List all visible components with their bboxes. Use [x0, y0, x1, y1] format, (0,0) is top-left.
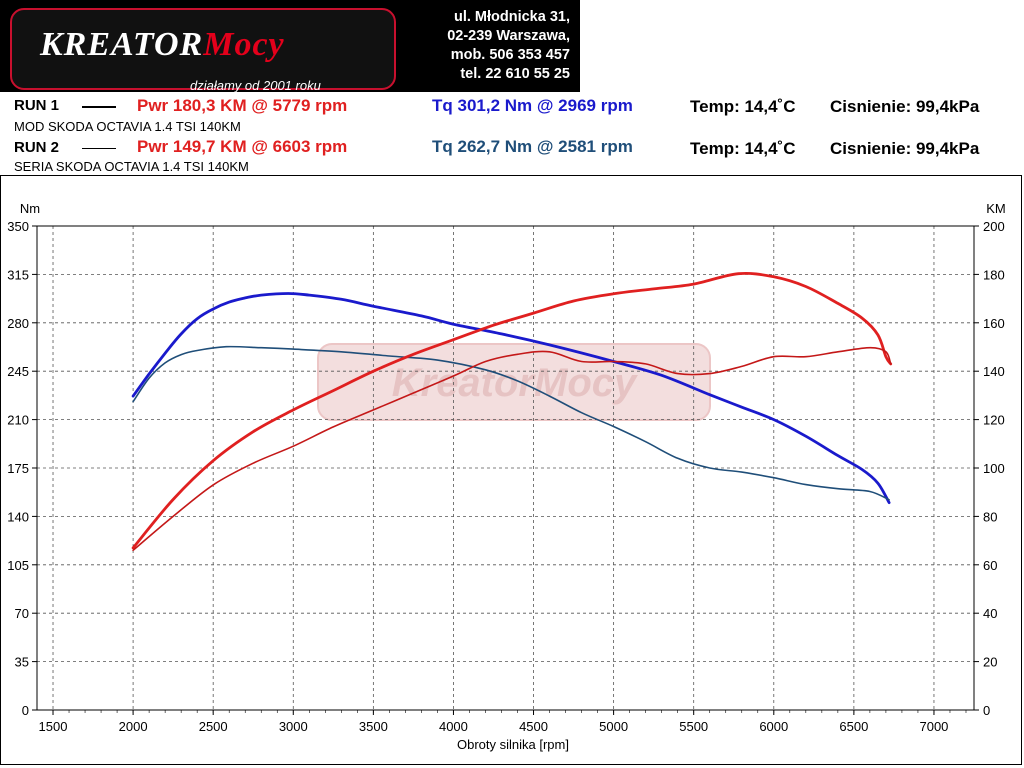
x-tick-label: 2000	[119, 719, 148, 734]
address-line: 02-239 Warszawa,	[447, 28, 570, 44]
company-address: ul. Młodnicka 31, 02-239 Warszawa, mob. …	[410, 8, 570, 84]
address-line: tel. 22 610 55 25	[460, 66, 570, 82]
y-left-tick-label: 105	[7, 558, 29, 573]
address-line: mob. 506 353 457	[450, 47, 570, 63]
y-left-axis-label: Nm	[20, 201, 40, 216]
run1-pressure: Cisnienie: 99,4kPa	[830, 97, 980, 116]
x-axis-label: Obroty silnika [rpm]	[457, 737, 569, 752]
x-tick-label: 6500	[839, 719, 868, 734]
logo-word-mocy: Mocy	[203, 26, 285, 63]
y-right-tick-label: 120	[983, 413, 1005, 428]
y-right-tick-label: 140	[983, 364, 1005, 379]
y-right-tick-label: 40	[983, 606, 997, 621]
run2-torque: Tq 262,7 Nm @ 2581 rpm	[432, 137, 633, 156]
run2-temp: Temp: 14,4˚C	[690, 139, 796, 158]
run1-temp: Temp: 14,4˚C	[690, 97, 796, 116]
run1-legend-line	[82, 106, 116, 108]
series-line-run-1-tq	[131, 292, 891, 504]
x-tick-label: 2500	[199, 719, 228, 734]
y-left-tick-label: 140	[7, 509, 29, 524]
y-left-tick-label: 280	[7, 316, 29, 331]
y-right-axis-label: KM	[986, 201, 1006, 216]
run2-legend-line	[82, 148, 116, 149]
run2-label: RUN 2	[14, 139, 60, 156]
y-left-tick-label: 175	[7, 461, 29, 476]
y-left-tick-label: 70	[15, 606, 29, 621]
chart-series	[131, 271, 893, 552]
x-tick-label: 1500	[39, 719, 68, 734]
run2-pressure: Cisnienie: 99,4kPa	[830, 139, 980, 158]
address-line: ul. Młodnicka 31,	[453, 9, 570, 25]
x-tick-label: 4500	[519, 719, 548, 734]
x-tick-label: 5500	[679, 719, 708, 734]
y-right-tick-label: 160	[983, 316, 1005, 331]
y-left-tick-label: 0	[22, 703, 29, 718]
company-logo: KREATORMocy działamy od 2001 roku	[10, 8, 396, 93]
y-left-tick-label: 350	[7, 219, 29, 234]
x-tick-label: 7000	[919, 719, 948, 734]
run2-car: SERIA SKODA OCTAVIA 1.4 TSI 140KM	[14, 159, 249, 174]
series-line-run-2-tq	[132, 345, 890, 501]
x-tick-label: 5000	[599, 719, 628, 734]
y-left-tick-label: 35	[15, 655, 29, 670]
chart-watermark: KreatorMocy	[317, 343, 711, 421]
chart-grid	[37, 226, 974, 710]
dyno-chart-frame	[0, 175, 1022, 765]
x-tick-label: 3500	[359, 719, 388, 734]
watermark-text: KreatorMocy	[392, 361, 638, 405]
y-left-tick-label: 210	[7, 413, 29, 428]
x-tick-label: 3000	[279, 719, 308, 734]
y-right-tick-label: 20	[983, 655, 997, 670]
logo-slogan: działamy od 2001 roku	[190, 78, 321, 93]
y-right-tick-label: 200	[983, 219, 1005, 234]
series-line-run-1-pwr	[131, 271, 893, 550]
y-right-tick-label: 100	[983, 461, 1005, 476]
run2-power: Pwr 149,7 KM @ 6603 rpm	[137, 137, 348, 156]
y-right-tick-label: 0	[983, 703, 990, 718]
x-tick-label: 4000	[439, 719, 468, 734]
run1-power: Pwr 180,3 KM @ 5779 rpm	[137, 96, 348, 115]
chart-axes: 1500 2000 2500 3000 3500 4000 4500 5000 5500 6000…	[7, 201, 1005, 752]
logo-word-kreator: KREATOR	[40, 26, 204, 63]
y-right-tick-label: 80	[983, 509, 997, 524]
y-right-tick-label: 180	[983, 267, 1005, 282]
y-left-tick-label: 245	[7, 364, 29, 379]
x-tick-label: 6000	[759, 719, 788, 734]
y-right-tick-label: 60	[983, 558, 997, 573]
run1-car: MOD SKODA OCTAVIA 1.4 TSI 140KM	[14, 119, 241, 134]
company-header: KREATORMocy działamy od 2001 roku ul. Mł…	[0, 0, 580, 93]
run1-torque: Tq 301,2 Nm @ 2969 rpm	[432, 96, 633, 115]
logo-wordmark: KREATORMocy	[40, 26, 285, 64]
y-left-tick-label: 315	[7, 267, 29, 282]
series-line-run-2-pwr	[132, 346, 892, 552]
run1-label: RUN 1	[14, 97, 60, 114]
